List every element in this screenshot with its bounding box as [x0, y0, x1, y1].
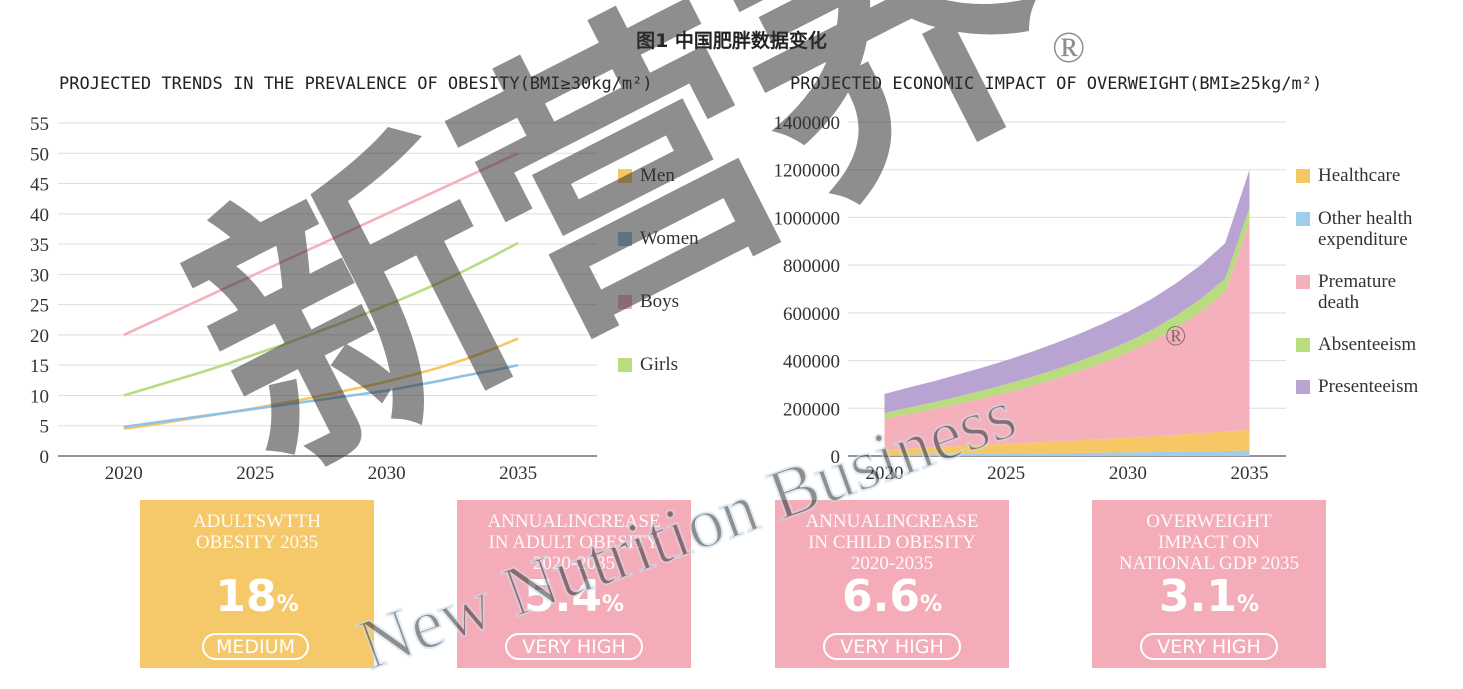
legend-label: Other health expenditure	[1318, 208, 1413, 250]
y-tick-label: 400000	[783, 352, 840, 373]
area-other-health-expenditure	[884, 450, 1250, 456]
y-tick-label: 1400000	[774, 113, 841, 134]
x-tick-label: 2025	[236, 463, 274, 484]
series-line-girls	[123, 241, 519, 397]
stat-card: ANNUALINCREASE IN CHILD OBESITY 2020-203…	[775, 500, 1009, 668]
stat-card: ANNUALINCREASE IN ADULT OBESITY 2020-203…	[457, 500, 691, 668]
legend-label: Women	[640, 228, 699, 249]
y-tick-label: 200000	[783, 399, 840, 420]
y-tick-label: 10	[30, 386, 49, 407]
y-tick-label: 45	[30, 175, 49, 196]
y-tick-label: 800000	[783, 256, 840, 277]
stat-level-badge: MEDIUM	[202, 633, 309, 660]
y-tick-label: 0	[40, 447, 50, 468]
y-tick-label: 600000	[783, 304, 840, 325]
legend-swatch	[1296, 212, 1310, 226]
y-tick-label: 55	[30, 114, 49, 135]
stat-card: OVERWEIGHT IMPACT ON NATIONAL GDP 2035 3.…	[1092, 500, 1326, 668]
right-chart-title: PROJECTED ECONOMIC IMPACT OF OVERWEIGHT(…	[790, 74, 1323, 94]
series-line-women	[123, 363, 519, 429]
area-healthcare	[884, 429, 1250, 455]
legend-swatch	[618, 169, 632, 183]
legend-label: Healthcare	[1318, 165, 1401, 186]
x-tick-label: 2030	[368, 463, 406, 484]
y-tick-label: 5	[40, 417, 50, 438]
stat-value: 5.4%	[524, 571, 624, 622]
legend-swatch	[1296, 380, 1310, 394]
area-presenteeism	[884, 169, 1250, 414]
y-tick-label: 1000000	[774, 208, 841, 229]
x-tick-label: 2030	[1109, 463, 1147, 484]
legend-swatch	[618, 358, 632, 372]
stat-card: ADULTSWTTH OBESITY 2035 18% MEDIUM	[140, 500, 374, 668]
series-line-boys	[123, 152, 519, 337]
legend-label: Presenteeism	[1318, 376, 1419, 397]
y-tick-label: 25	[30, 296, 49, 317]
stat-level-badge: VERY HIGH	[1140, 633, 1278, 660]
left-chart-title: PROJECTED TRENDS IN THE PREVALENCE OF OB…	[59, 74, 653, 94]
x-tick-label: 2020	[866, 463, 904, 484]
stat-level-badge: VERY HIGH	[505, 633, 643, 660]
area-premature-death	[884, 222, 1250, 451]
stat-value: 6.6%	[842, 571, 942, 622]
legend-swatch	[1296, 275, 1310, 289]
legend-swatch	[618, 295, 632, 309]
x-tick-label: 2035	[499, 463, 537, 484]
stat-label: ADULTSWTTH OBESITY 2035	[192, 511, 322, 553]
legend-label: Girls	[640, 354, 678, 375]
y-tick-label: 20	[30, 326, 49, 347]
y-tick-label: 30	[30, 265, 49, 286]
x-tick-label: 2020	[105, 463, 143, 484]
legend-label: Absenteeism	[1318, 334, 1417, 355]
y-tick-label: 1200000	[774, 161, 841, 182]
stat-label: ANNUALINCREASE IN CHILD OBESITY 2020-203…	[805, 511, 979, 574]
figure-title: 图1 中国肥胖数据变化	[636, 30, 827, 52]
stat-label: OVERWEIGHT IMPACT ON NATIONAL GDP 2035	[1118, 511, 1300, 574]
stat-value: 3.1%	[1159, 571, 1259, 622]
stat-value: 18%	[215, 571, 299, 622]
y-tick-label: 0	[831, 447, 841, 468]
legend-label: Boys	[640, 291, 680, 312]
x-tick-label: 2025	[987, 463, 1025, 484]
y-tick-label: 50	[30, 144, 49, 165]
legend-swatch	[618, 232, 632, 246]
y-tick-label: 35	[30, 235, 49, 256]
legend-label: Men	[640, 165, 675, 186]
y-tick-label: 15	[30, 356, 49, 377]
stat-level-badge: VERY HIGH	[823, 633, 961, 660]
stat-label: ANNUALINCREASE IN ADULT OBESITY 2020-203…	[487, 511, 661, 574]
legend-swatch	[1296, 338, 1310, 352]
legend-label: Premature death	[1318, 271, 1397, 313]
y-tick-label: 40	[30, 205, 49, 226]
legend-swatch	[1296, 169, 1310, 183]
x-tick-label: 2035	[1231, 463, 1269, 484]
